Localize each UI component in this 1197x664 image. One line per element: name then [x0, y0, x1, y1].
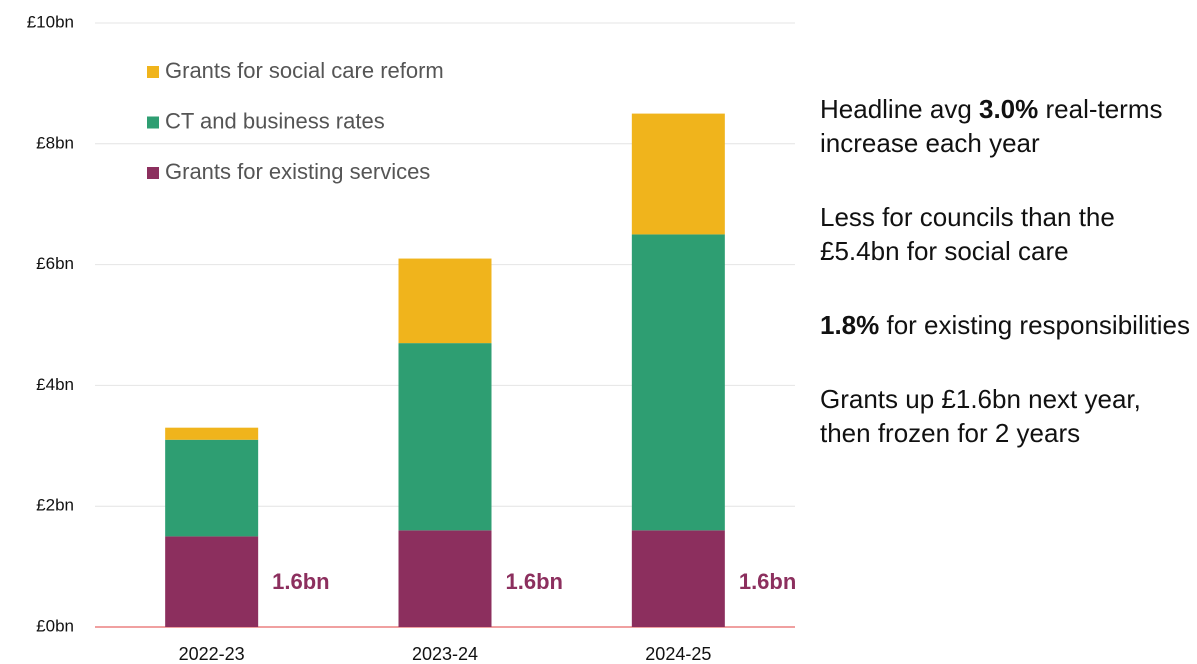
note-text: Headline avg [820, 94, 979, 124]
legend-swatch [147, 66, 159, 78]
y-tick-label: £2bn [36, 496, 74, 515]
y-tick-label: £4bn [36, 375, 74, 394]
note-text: for existing responsibilities [879, 310, 1190, 340]
bar-segment [165, 536, 259, 627]
bar-segment [165, 439, 259, 537]
bar-segment [398, 258, 492, 344]
notes: Headline avg 3.0% real-terms increase ea… [820, 92, 1192, 490]
y-tick-label: £8bn [36, 133, 74, 152]
note: Grants up £1.6bn next year, then frozen … [820, 382, 1192, 450]
bar-segment [398, 530, 492, 627]
bar-segment [631, 530, 725, 627]
legend-swatch [147, 167, 159, 179]
note-bold: 3.0% [979, 94, 1039, 124]
note-text: real-terms increase each year [820, 94, 1163, 158]
legend-label: CT and business rates [165, 108, 385, 133]
note: 1.8% for existing responsibilities [820, 308, 1192, 342]
annotation: 1.6bn [272, 569, 329, 594]
note-text: Less for councils than the £5.4bn for so… [820, 202, 1115, 266]
bar-segment [631, 113, 725, 235]
bar-segment [165, 427, 259, 440]
note: Less for councils than the £5.4bn for so… [820, 200, 1192, 268]
annotation: 1.6bn [739, 569, 796, 594]
annotation: 1.6bn [506, 569, 563, 594]
x-tick-label: 2023-24 [412, 644, 478, 664]
y-tick-label: £0bn [36, 616, 74, 635]
x-tick-label: 2022-23 [179, 644, 245, 664]
note-text: Grants up £1.6bn next year, then frozen … [820, 384, 1141, 448]
chart: £0bn £2bn £4bn £6bn £8bn £10bn 2022-23 1.6bn 202… [27, 12, 797, 664]
y-tick-label: £10bn [27, 12, 74, 31]
legend-label: Grants for existing services [165, 159, 430, 184]
y-tick-label: £6bn [36, 254, 74, 273]
legend-label: Grants for social care reform [165, 58, 444, 83]
legend-swatch [147, 116, 159, 129]
note-bold: 1.8% [820, 310, 880, 340]
note: Headline avg 3.0% real-terms increase ea… [820, 92, 1192, 160]
bar-segment [631, 234, 725, 531]
x-tick-label: 2024-25 [645, 644, 711, 664]
bar-segment [398, 343, 492, 531]
